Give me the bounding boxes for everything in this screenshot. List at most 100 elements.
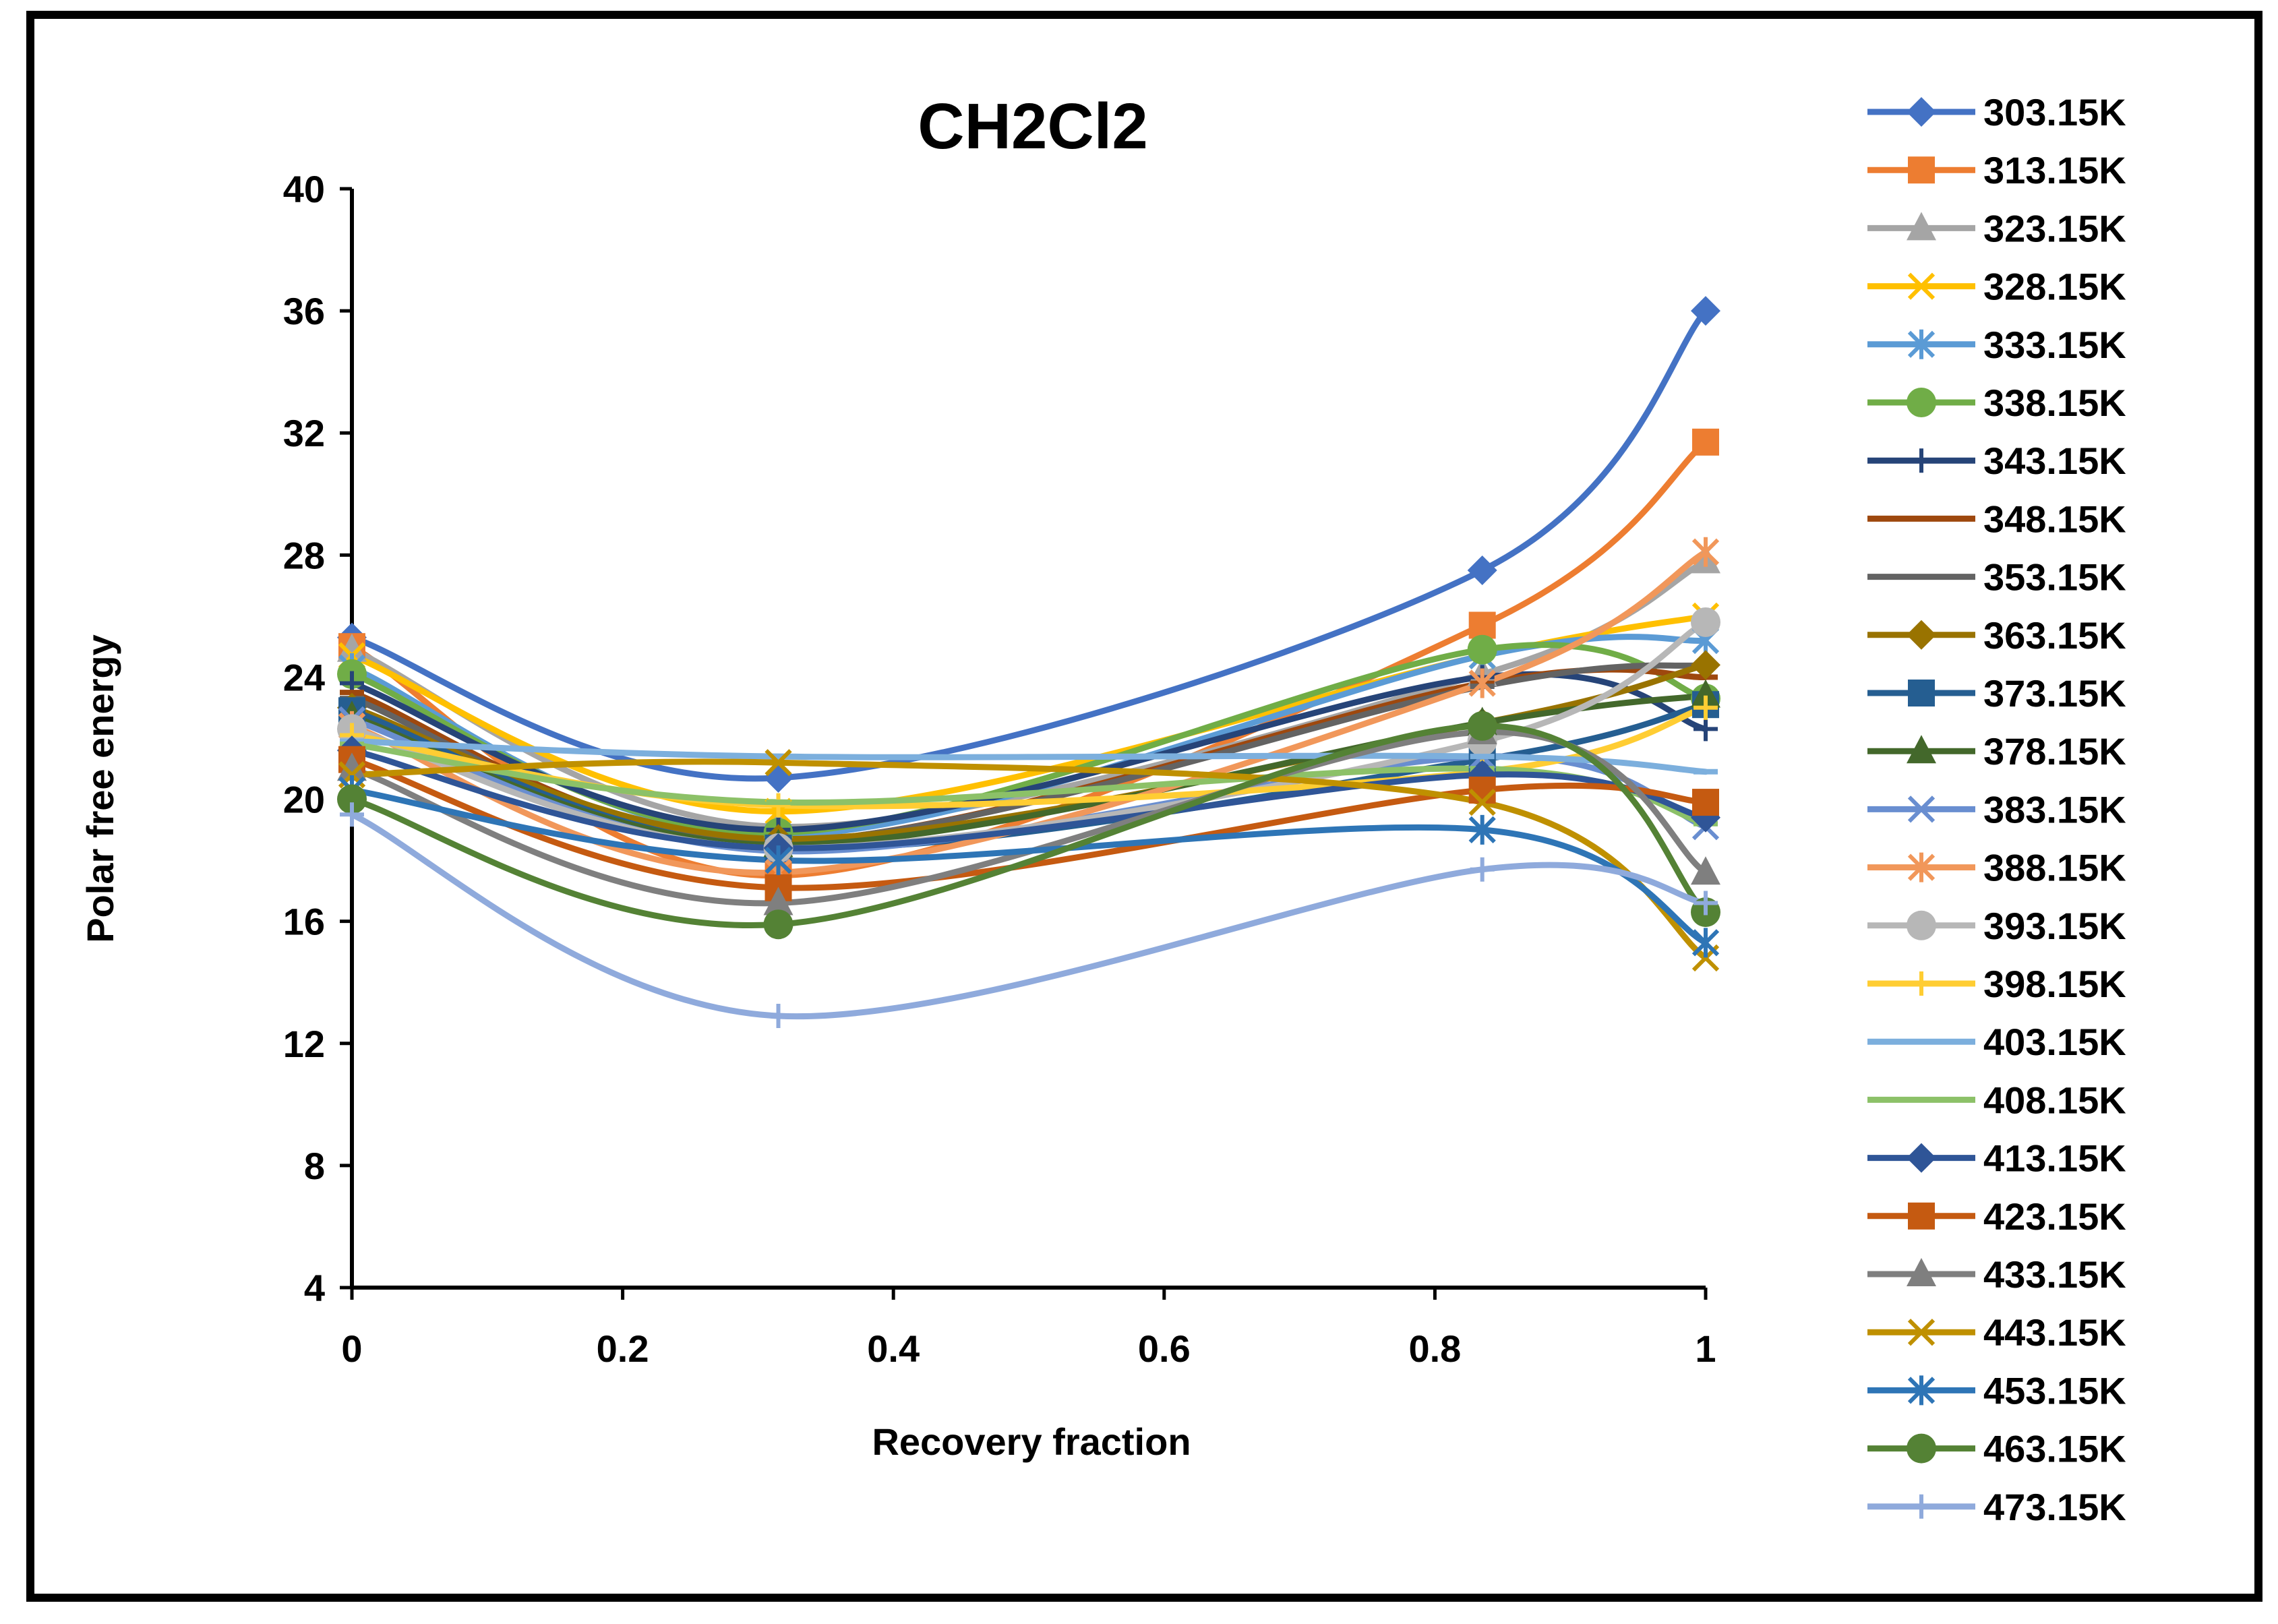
y-axis-label: Polar free energy [79,634,121,943]
legend-label: 463.15K [1983,1428,2126,1470]
data-point-323.15K [337,633,367,662]
data-point-378.15K [1691,679,1720,708]
legend-label: 323.15K [1983,207,2126,249]
legend-label: 393.15K [1983,905,2126,947]
data-point-388.15K [1691,537,1720,567]
legend-label: 343.15K [1983,440,2126,482]
legend-marker [1907,329,1936,359]
legend-label: 303.15K [1983,91,2126,133]
legend-label: 473.15K [1983,1486,2126,1528]
legend-marker [1907,1433,1936,1464]
legend-label: 423.15K [1983,1195,2126,1238]
data-point-453.15K [1468,814,1496,845]
legend-marker [1907,272,1936,300]
legend-marker [1907,1258,1936,1286]
legend-label: 353.15K [1983,556,2126,599]
legend-label: 373.15K [1983,672,2126,715]
legend-marker [1907,795,1936,823]
x-tick-label: 0 [341,1327,362,1370]
legend-label: 453.15K [1983,1369,2126,1412]
series-line-463.15K [349,723,1709,928]
legend-marker [1907,388,1936,417]
legend-label: 338.15K [1983,382,2126,424]
y-tick-label: 4 [304,1267,325,1309]
legend-label: 413.15K [1983,1137,2126,1180]
data-point-313.15K [1692,428,1719,456]
legend-label: 383.15K [1983,788,2126,831]
legend-marker [1907,852,1936,882]
series-line-453.15K [349,787,1709,946]
data-point-398.15K [1693,695,1718,720]
legend-marker [1907,212,1936,241]
legend-label: 363.15K [1983,614,2126,657]
legend-label: 408.15K [1983,1079,2126,1121]
legend-label: 348.15K [1983,498,2126,540]
y-tick-label: 28 [283,534,325,576]
legend-marker [1907,735,1936,764]
data-point-433.15K [337,752,367,781]
data-point-463.15K [337,784,367,814]
legend-marker [1908,1202,1935,1230]
y-tick-label: 16 [283,901,325,943]
legend: 303.15K 313.15K 323.15K 328.15K 333.15K 338.1… [1867,91,2126,1528]
y-tick-label: 8 [304,1145,325,1187]
series-line-303.15K [349,307,1709,782]
series-line-473.15K [349,811,1709,1020]
legend-label: 388.15K [1983,847,2126,889]
data-point-443.15K [1468,788,1496,816]
data-point-363.15K [1691,650,1720,680]
data-point-473.15K [1693,891,1718,915]
data-point-313.15K [1468,611,1496,639]
legend-marker [1907,1319,1936,1346]
data-point-463.15K [1467,711,1497,741]
legend-marker [1907,910,1936,940]
data-point-443.15K [765,749,792,777]
legend-marker [1907,1375,1936,1406]
y-tick-label: 36 [283,290,325,332]
series-line-443.15K [349,758,1709,961]
legend-marker [1907,620,1936,650]
legend-label: 313.15K [1983,149,2126,191]
data-point-398.15K [766,793,791,818]
series-line-388.15K [349,549,1709,876]
data-point-463.15K [763,909,793,940]
data-point-473.15K [340,802,364,827]
x-tick-label: 0.6 [1138,1327,1191,1370]
y-tick-label: 12 [283,1023,325,1065]
data-point-303.15K [1467,555,1497,585]
series-line-393.15K [349,619,1709,851]
legend-marker [1907,1143,1936,1173]
chart-title: CH2Cl2 [918,90,1147,162]
y-tick-label: 24 [283,656,325,698]
legend-label: 398.15K [1983,963,2126,1005]
data-point-433.15K [1691,856,1720,885]
series-line-413.15K [349,747,1709,851]
series-lines [349,307,1709,1020]
data-point-433.15K [763,886,793,915]
data-point-338.15K [1467,634,1497,665]
legend-marker [1907,97,1936,127]
y-tick-label: 40 [283,168,325,210]
x-tick-label: 1 [1695,1327,1716,1370]
legend-marker [1908,680,1935,706]
legend-label: 443.15K [1983,1311,2126,1354]
legend-label: 433.15K [1983,1253,2126,1296]
data-point-453.15K [765,845,792,876]
series-markers [337,296,1720,1029]
data-point-453.15K [1691,928,1720,958]
data-point-473.15K [1470,857,1495,882]
data-point-423.15K [1692,789,1719,816]
data-point-343.15K [1693,717,1718,742]
data-point-423.15K [1468,776,1496,804]
legend-marker [1909,448,1934,473]
x-axis-label: Recovery fraction [872,1420,1191,1463]
x-tick-label: 0.4 [867,1327,920,1370]
legend-marker [1908,156,1935,184]
x-tick-label: 0.8 [1408,1327,1461,1370]
data-point-393.15K [1691,607,1720,637]
y-tick-label: 32 [283,412,325,454]
legend-marker [1909,1494,1934,1519]
legend-marker [1909,971,1934,996]
